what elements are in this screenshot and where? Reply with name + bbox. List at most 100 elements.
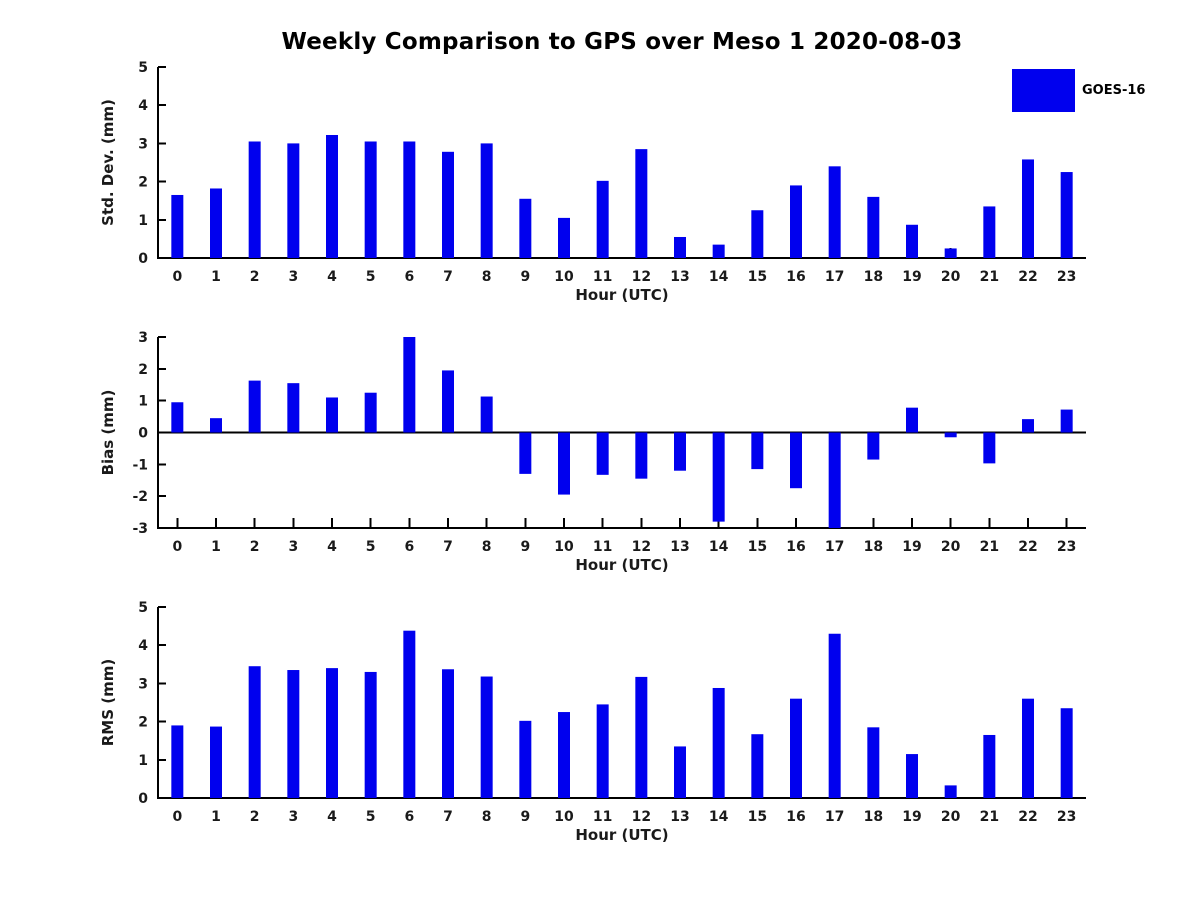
x-tick-label: 8	[482, 269, 492, 285]
legend-label: GOES-16	[1082, 83, 1146, 98]
x-tick-label: 14	[709, 269, 729, 285]
x-tick-label: 4	[327, 809, 337, 825]
bar-hour-4	[326, 134, 338, 258]
bar-hour-15	[751, 432, 764, 470]
bar-hour-18	[867, 196, 880, 258]
x-tick-label: 21	[980, 269, 999, 285]
x-tick-label: 11	[593, 539, 612, 555]
bar-hour-2	[248, 666, 261, 798]
x-tick-label: 1	[211, 539, 221, 555]
x-tick-label: 22	[1018, 539, 1037, 555]
x-tick-label: 0	[172, 539, 182, 555]
bar-hour-14	[712, 687, 725, 798]
bar-hour-0	[171, 402, 184, 433]
bar-hour-5	[364, 671, 377, 798]
x-tick-label: 14	[709, 539, 729, 555]
bar-hour-8	[480, 676, 493, 798]
legend: GOES-16	[1012, 69, 1145, 112]
x-tick-label: 4	[327, 539, 337, 555]
x-tick-label: 18	[864, 809, 883, 825]
x-tick-label: 19	[902, 809, 921, 825]
x-axis-label: Hour (UTC)	[575, 286, 668, 304]
x-tick-label: 23	[1057, 809, 1076, 825]
bar-hour-18	[867, 432, 880, 460]
bar-hour-20	[944, 785, 957, 798]
bar-hour-9	[519, 432, 532, 474]
bar-hour-10	[558, 217, 570, 258]
bar-hour-19	[906, 224, 918, 258]
bar-hour-12	[635, 432, 648, 479]
y-tick-label: 0	[138, 251, 148, 267]
x-tick-label: 17	[825, 269, 844, 285]
bar-hour-15	[751, 734, 764, 798]
x-tick-label: 6	[404, 809, 414, 825]
bar-hour-20	[944, 248, 957, 258]
x-tick-label: 13	[670, 539, 689, 555]
x-tick-label: 21	[980, 539, 999, 555]
x-tick-label: 19	[902, 539, 921, 555]
x-tick-label: 5	[366, 269, 376, 285]
bar-hour-9	[519, 198, 532, 258]
bar-hour-8	[480, 396, 493, 433]
y-tick-label: -2	[132, 489, 148, 505]
bar-hour-0	[171, 194, 184, 258]
bar-hour-10	[558, 712, 570, 798]
bar-hour-17	[828, 633, 841, 798]
bar-hour-1	[210, 726, 222, 798]
x-tick-label: 20	[941, 269, 961, 285]
bar-hour-15	[751, 210, 764, 258]
bar-hour-7	[442, 669, 454, 798]
x-axis-label: Hour (UTC)	[575, 556, 668, 574]
x-tick-label: 15	[748, 539, 767, 555]
y-tick-label: 2	[138, 715, 148, 731]
x-tick-label: 12	[632, 269, 651, 285]
bar-hour-7	[442, 370, 454, 433]
bar-hour-9	[519, 720, 532, 798]
x-tick-label: 22	[1018, 269, 1037, 285]
x-tick-label: 16	[786, 809, 805, 825]
y-tick-label: 1	[138, 394, 148, 410]
bar-hour-21	[983, 432, 996, 464]
chart-title: Weekly Comparison to GPS over Meso 1 202…	[281, 29, 963, 55]
bar-hour-16	[790, 185, 802, 258]
x-tick-label: 1	[211, 269, 221, 285]
y-tick-label: 2	[138, 175, 148, 191]
y-tick-label: -3	[132, 521, 148, 537]
x-tick-label: 7	[443, 269, 453, 285]
x-axis-label: Hour (UTC)	[575, 826, 668, 844]
bar-hour-6	[403, 630, 416, 798]
x-tick-label: 18	[864, 269, 883, 285]
x-tick-label: 10	[554, 269, 574, 285]
bar-hour-22	[1022, 698, 1034, 798]
x-tick-label: 2	[250, 269, 260, 285]
x-tick-label: 7	[443, 539, 453, 555]
x-tick-label: 23	[1057, 269, 1076, 285]
y-axis-label: Bias (mm)	[99, 390, 117, 476]
y-tick-label: 1	[138, 753, 148, 769]
bar-hour-13	[674, 432, 686, 471]
bar-hour-14	[712, 432, 725, 522]
x-tick-label: 13	[670, 809, 689, 825]
y-axis-label: Std. Dev. (mm)	[99, 99, 117, 226]
bar-hour-12	[635, 676, 648, 798]
bar-hour-7	[442, 151, 454, 258]
y-tick-label: 0	[138, 791, 148, 807]
bar-hour-23	[1060, 172, 1073, 258]
x-tick-label: 1	[211, 809, 221, 825]
y-tick-label: 4	[138, 638, 148, 654]
y-tick-label: 3	[138, 136, 148, 152]
bar-hour-2	[248, 141, 261, 258]
bar-hour-12	[635, 149, 648, 258]
y-tick-label: 5	[138, 60, 148, 76]
legend-color-patch	[1012, 69, 1075, 112]
bar-hour-13	[674, 236, 686, 258]
x-tick-label: 5	[366, 809, 376, 825]
x-tick-label: 8	[482, 539, 492, 555]
x-tick-label: 21	[980, 809, 999, 825]
bar-hour-8	[480, 143, 493, 258]
bar-hour-1	[210, 188, 222, 258]
y-tick-label: 5	[138, 600, 148, 616]
x-tick-label: 12	[632, 809, 651, 825]
